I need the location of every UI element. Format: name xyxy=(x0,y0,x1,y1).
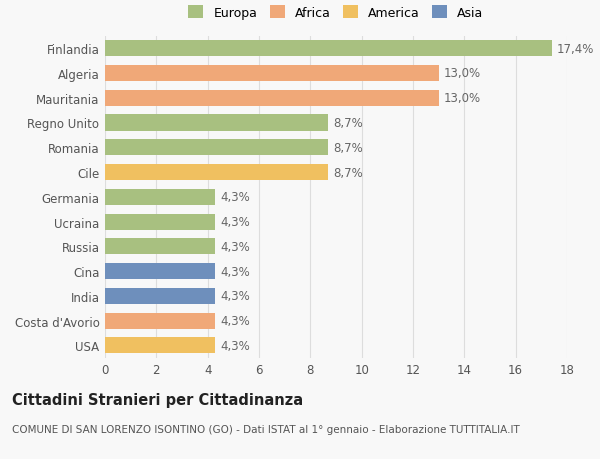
Bar xyxy=(105,263,215,280)
Bar xyxy=(105,90,439,106)
Bar xyxy=(105,338,215,354)
Bar xyxy=(105,41,551,57)
Legend: Europa, Africa, America, Asia: Europa, Africa, America, Asia xyxy=(188,6,484,20)
Bar xyxy=(105,288,215,304)
Bar xyxy=(105,140,328,156)
Text: 4,3%: 4,3% xyxy=(221,314,250,327)
Bar xyxy=(105,189,215,205)
Bar xyxy=(105,66,439,82)
Text: 8,7%: 8,7% xyxy=(334,117,363,130)
Text: 4,3%: 4,3% xyxy=(221,216,250,229)
Text: 8,7%: 8,7% xyxy=(334,166,363,179)
Text: 4,3%: 4,3% xyxy=(221,339,250,352)
Bar xyxy=(105,214,215,230)
Text: 4,3%: 4,3% xyxy=(221,265,250,278)
Text: 4,3%: 4,3% xyxy=(221,241,250,253)
Bar xyxy=(105,313,215,329)
Text: 13,0%: 13,0% xyxy=(444,92,481,105)
Bar xyxy=(105,115,328,131)
Bar xyxy=(105,239,215,255)
Text: 17,4%: 17,4% xyxy=(557,43,594,56)
Text: 13,0%: 13,0% xyxy=(444,67,481,80)
Text: 4,3%: 4,3% xyxy=(221,191,250,204)
Text: 4,3%: 4,3% xyxy=(221,290,250,303)
Bar xyxy=(105,165,328,181)
Text: 8,7%: 8,7% xyxy=(334,141,363,154)
Text: COMUNE DI SAN LORENZO ISONTINO (GO) - Dati ISTAT al 1° gennaio - Elaborazione TU: COMUNE DI SAN LORENZO ISONTINO (GO) - Da… xyxy=(12,425,520,435)
Text: Cittadini Stranieri per Cittadinanza: Cittadini Stranieri per Cittadinanza xyxy=(12,392,303,408)
